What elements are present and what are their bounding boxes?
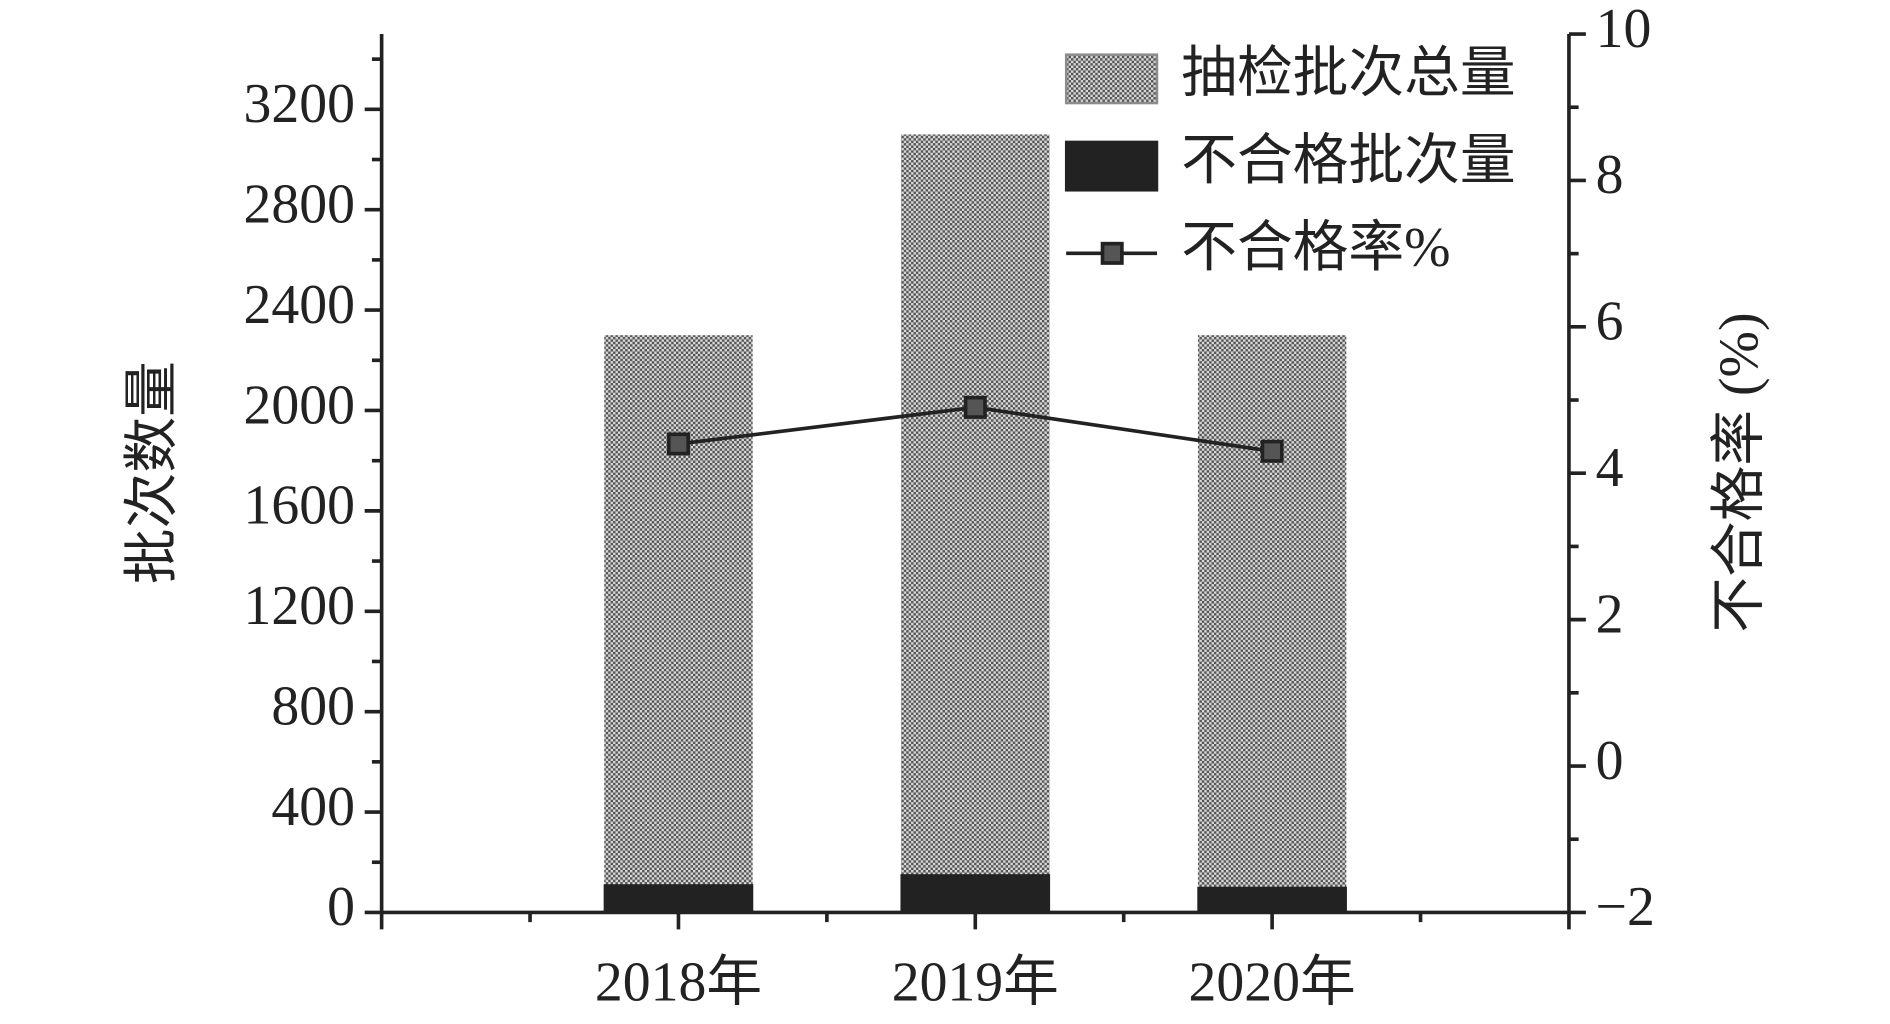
bar [603, 884, 754, 914]
x-tick-label: 2019年 [892, 951, 1059, 1013]
x-tick-label: 2018年 [595, 951, 762, 1013]
legend-swatch [1064, 140, 1159, 192]
bar [604, 335, 753, 913]
y2-tick-label: 4 [1596, 437, 1624, 499]
y-tick-label: 0 [327, 876, 355, 938]
bar [901, 134, 1050, 913]
legend-label: 抽检批次总量 [1181, 43, 1515, 105]
y-tick-label: 1600 [244, 475, 355, 537]
y2-tick-label: 10 [1596, 0, 1652, 60]
x-tick-label: 2020年 [1189, 951, 1356, 1013]
y2-tick-label: 2 [1596, 583, 1624, 645]
y-tick-label: 2400 [244, 274, 355, 336]
y-tick-label: 2800 [244, 174, 355, 236]
y-axis-title: 批次数量 [121, 361, 183, 584]
y-tick-label: 2000 [244, 374, 355, 436]
point [666, 432, 690, 456]
bar [1197, 335, 1347, 913]
point [963, 395, 987, 419]
y2-tick-label: 8 [1596, 144, 1624, 206]
y2-tick-label: −2 [1596, 876, 1655, 938]
y-tick-label: 1200 [244, 575, 355, 637]
legend-marker [1100, 241, 1124, 265]
point [1260, 439, 1284, 463]
y2-tick-label: 0 [1596, 730, 1624, 792]
y-tick-label: 800 [271, 675, 355, 737]
bar [900, 874, 1051, 914]
bar [1197, 886, 1347, 914]
y2-axis-title: 不合格率 (%) [1708, 312, 1770, 632]
y2-tick-label: 6 [1596, 291, 1624, 353]
legend-label: 不合格批次量 [1181, 130, 1515, 192]
y-tick-label: 3200 [244, 73, 355, 135]
y-tick-label: 400 [271, 776, 355, 838]
legend-swatch [1064, 53, 1159, 105]
legend-label: 不合格率% [1181, 217, 1450, 279]
